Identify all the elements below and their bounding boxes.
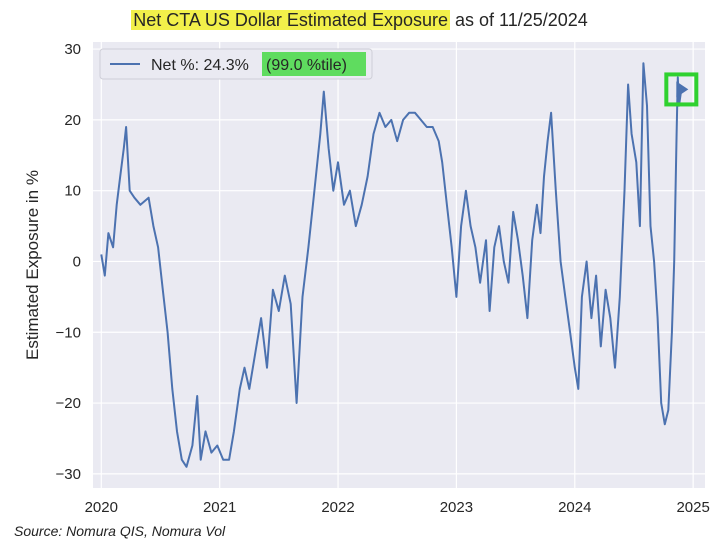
legend-percentile: (99.0 %tile) (266, 57, 347, 74)
y-tick-label: −20 (56, 395, 81, 412)
x-tick-label: 2025 (676, 499, 709, 516)
chart-title-highlighted: Net CTA US Dollar Estimated Exposure (131, 10, 450, 30)
x-tick-label: 2023 (440, 499, 473, 516)
y-tick-label: 10 (64, 183, 81, 200)
y-tick-label: 0 (73, 253, 81, 270)
x-tick-label: 2022 (321, 499, 354, 516)
plot-area (93, 42, 705, 488)
x-tick-label: 2024 (558, 499, 591, 516)
series-line-net (100, 62, 683, 468)
chart-title: Net CTA US Dollar Estimated Exposure as … (0, 10, 719, 31)
y-tick-label: −30 (56, 466, 81, 483)
y-tick-label: 20 (64, 112, 81, 129)
current-value-highlight-box (664, 72, 699, 107)
y-tick-label: 30 (64, 41, 81, 58)
y-tick-label: −10 (56, 324, 81, 341)
x-tick-label: 2020 (85, 499, 118, 516)
legend: Net %: 24.3% (99.0 %tile) (99, 48, 373, 80)
chart-title-date: as of 11/25/2024 (455, 10, 588, 30)
current-value-arrow (676, 81, 689, 98)
y-axis-label: Estimated Exposure in % (23, 170, 42, 360)
y-axis-ticks: −30 −20 −10 0 10 20 30 (56, 41, 81, 483)
x-axis-ticks: 2020 2021 2022 2023 2024 2025 (85, 499, 710, 516)
legend-percentile-highlight-bg (262, 52, 366, 76)
source-note: Source: Nomura QIS, Nomura Vol (14, 523, 226, 539)
legend-label: Net %: 24.3% (151, 57, 249, 74)
x-tick-label: 2021 (203, 499, 236, 516)
current-value-marker (664, 72, 699, 107)
